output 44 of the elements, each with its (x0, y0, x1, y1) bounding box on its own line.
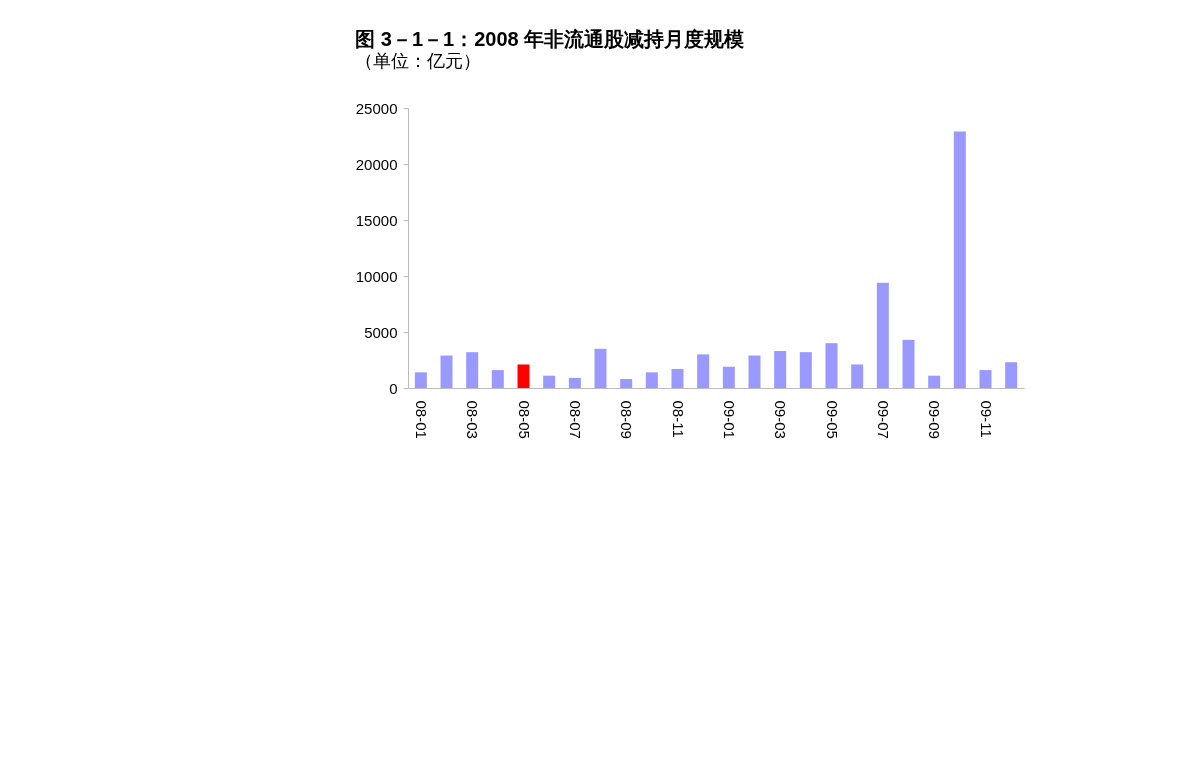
bar (594, 348, 607, 388)
x-tick-label: 08-07 (566, 400, 584, 439)
x-tick-label: 08-11 (669, 400, 687, 438)
bar (645, 372, 658, 388)
x-tick-label: 09-11 (977, 400, 995, 438)
bar (620, 379, 633, 388)
bar (543, 375, 556, 388)
bar (491, 370, 504, 388)
bar (697, 354, 710, 388)
y-tick-label: 20000 (355, 155, 398, 173)
x-tick-label: 09-03 (772, 400, 790, 439)
bar (440, 355, 453, 388)
y-tick-label: 15000 (355, 211, 398, 229)
bar (799, 352, 812, 388)
x-tick-label: 09-07 (874, 400, 892, 439)
bar (851, 364, 864, 388)
x-tick-label: 09-01 (720, 400, 738, 439)
y-tick-label: 5000 (364, 323, 398, 341)
bar (517, 364, 530, 388)
bar (876, 282, 889, 388)
bar (774, 351, 787, 388)
x-tick-label: 08-05 (515, 400, 533, 439)
bar (748, 355, 761, 388)
bar (466, 352, 479, 388)
x-tick-label: 08-03 (464, 400, 482, 439)
bar (979, 370, 992, 388)
x-tick-label: 09-05 (823, 400, 841, 439)
y-tick-label: 0 (389, 379, 398, 397)
bar (902, 339, 915, 388)
chart-title: 图 3－1－1：2008 年非流通股减持月度规模 (355, 28, 745, 50)
chart-subtitle: （单位：亿元） (355, 51, 482, 71)
bar (953, 131, 966, 388)
bar (671, 368, 684, 388)
bar (825, 343, 838, 388)
bar (722, 366, 735, 388)
bar (1005, 362, 1018, 388)
x-tick-label: 08-01 (412, 400, 430, 439)
bar (414, 372, 427, 388)
y-tick-label: 10000 (355, 267, 398, 285)
bar (928, 375, 941, 388)
y-tick-label: 25000 (355, 99, 398, 117)
bar (568, 377, 581, 388)
x-tick-label: 09-09 (926, 400, 944, 439)
x-tick-label: 08-09 (618, 400, 636, 439)
